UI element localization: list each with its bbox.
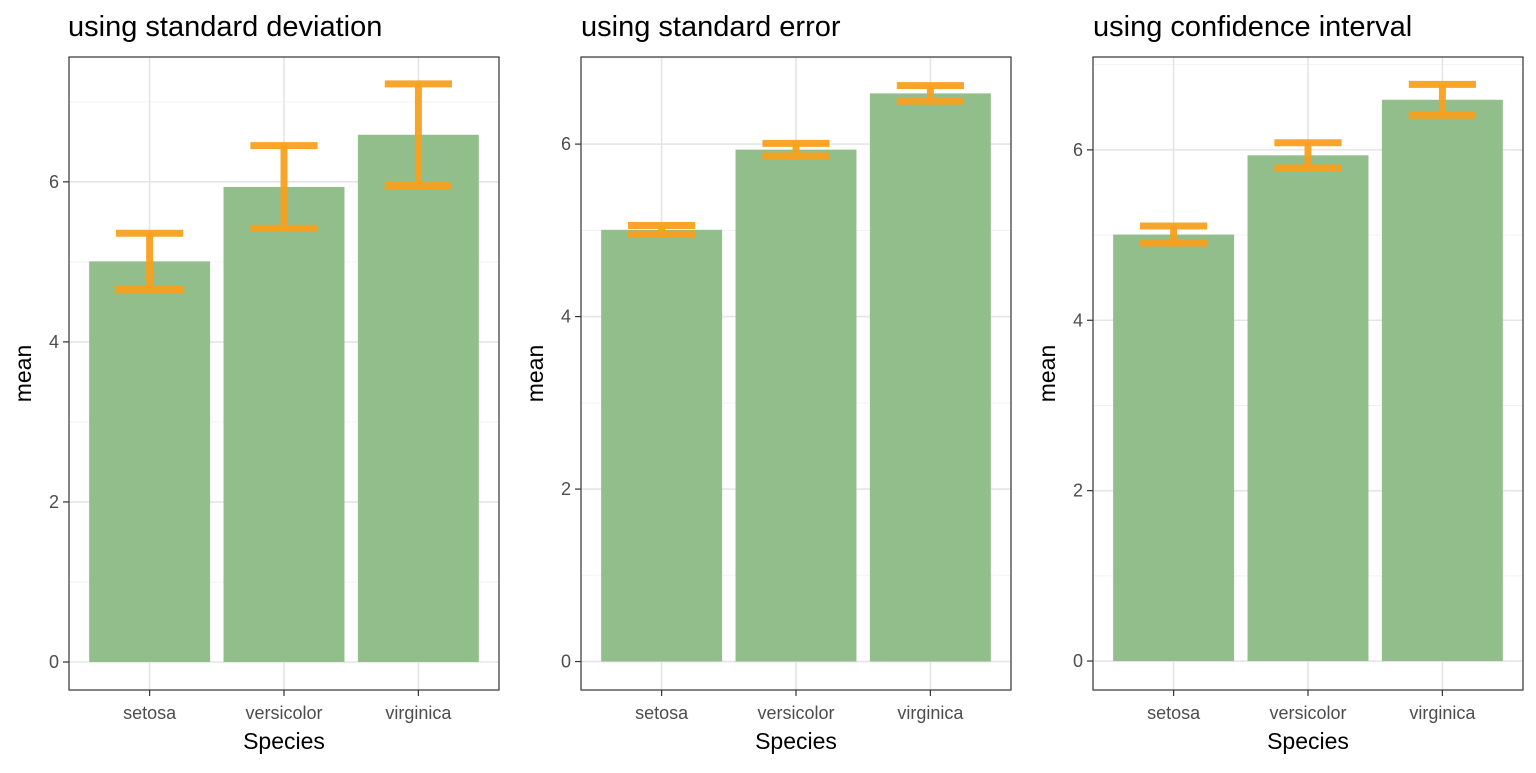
y-tick-label: 2 — [561, 479, 571, 499]
y-tick-label: 0 — [561, 652, 571, 672]
error-bar-virginica — [384, 80, 452, 190]
error-bar-virginica — [1408, 80, 1476, 119]
x-tick-label: versicolor — [757, 703, 834, 723]
bar-virginica — [357, 134, 479, 662]
y-tick-label: 6 — [561, 134, 571, 154]
x-axis-title: Species — [755, 728, 837, 754]
panel-title: using standard error — [581, 11, 841, 43]
y-tick-label: 4 — [49, 332, 59, 352]
bar-versicolor — [223, 186, 345, 662]
x-tick-label: virginica — [897, 703, 964, 723]
y-tick-label: 2 — [1073, 481, 1083, 501]
bar-versicolor — [735, 149, 857, 662]
error-bar-setosa — [116, 229, 184, 294]
bar-setosa — [1113, 234, 1235, 662]
bar-versicolor — [1247, 155, 1369, 662]
x-tick-label: virginica — [385, 703, 452, 723]
x-tick-label: setosa — [1147, 703, 1201, 723]
y-tick-label: 0 — [49, 652, 59, 672]
x-tick-label: setosa — [123, 703, 177, 723]
x-axis-title: Species — [1267, 728, 1349, 754]
chart-panel: 0 2 4 6 setosa versicolor virginica Species mean… — [522, 11, 1012, 754]
bar-setosa — [601, 229, 723, 662]
error-bar-setosa — [628, 222, 696, 238]
error-bar-versicolor — [250, 142, 318, 232]
error-bar-virginica — [896, 82, 964, 105]
x-tick-label: versicolor — [245, 703, 322, 723]
error-bar-versicolor — [1274, 139, 1342, 172]
y-tick-label: 4 — [1073, 310, 1083, 330]
y-tick-label: 6 — [49, 172, 59, 192]
panel-title: using standard deviation — [68, 11, 382, 43]
y-axis-title: mean — [522, 345, 548, 403]
panel-title: using confidence interval — [1093, 11, 1412, 43]
x-tick-label: versicolor — [1269, 703, 1346, 723]
x-axis-title: Species — [243, 728, 325, 754]
chart-panel: 0 2 4 6 setosa versicolor virginica Species mean… — [1034, 11, 1524, 754]
error-bar-setosa — [1140, 222, 1208, 247]
y-tick-label: 4 — [561, 307, 571, 327]
x-tick-label: setosa — [635, 703, 689, 723]
bar-virginica — [869, 93, 991, 662]
y-axis-title: mean — [1034, 345, 1060, 403]
x-tick-label: virginica — [1409, 703, 1476, 723]
chart-panel: 0 2 4 6 setosa versicolor virginica Species mean… — [10, 11, 500, 754]
error-bar-versicolor — [762, 139, 830, 160]
y-tick-label: 0 — [1073, 651, 1083, 671]
y-axis-title: mean — [10, 345, 36, 403]
y-tick-label: 6 — [1073, 140, 1083, 160]
y-tick-label: 2 — [49, 492, 59, 512]
bar-virginica — [1381, 99, 1503, 662]
bar-setosa — [89, 261, 211, 662]
